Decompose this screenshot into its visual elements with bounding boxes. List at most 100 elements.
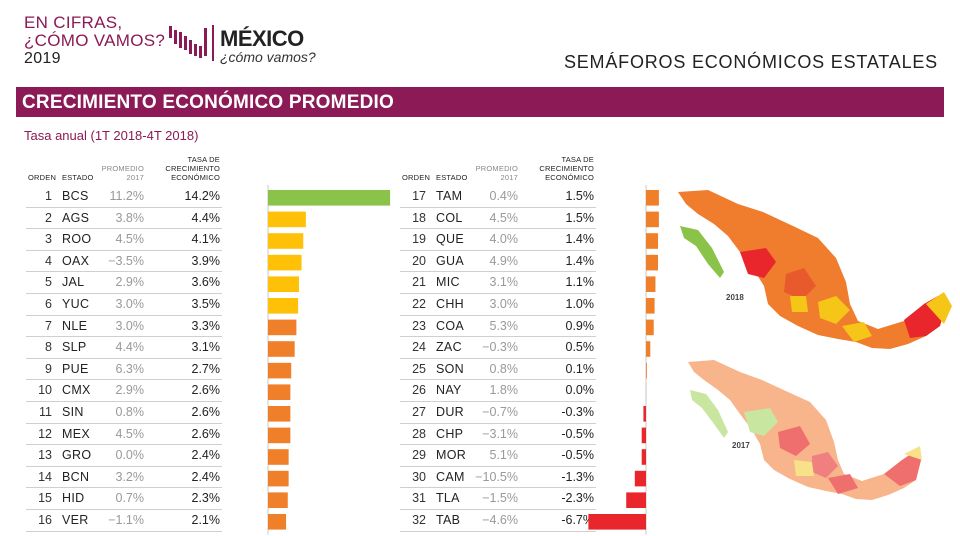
promedio-2017-cell: 4.5% — [115, 232, 145, 247]
rank-cell: 12 — [38, 426, 52, 441]
bar-ver — [268, 514, 287, 530]
bar-dur — [643, 406, 646, 422]
chart-subtitle: Tasa anual (1T 2018-4T 2018) — [24, 128, 199, 143]
bar-oax — [268, 254, 302, 271]
growth-rate-cell: 0.1% — [565, 361, 595, 376]
growth-rate-cell: -0.5% — [561, 448, 594, 463]
rank-cell: 2 — [45, 210, 52, 225]
header-state: ESTADO — [62, 173, 94, 182]
promedio-2017-cell: 0.8% — [489, 361, 519, 376]
state-cell: CHH — [436, 296, 464, 311]
promedio-2017-cell: 3.1% — [489, 275, 519, 290]
growth-rate-cell: 3.5% — [191, 296, 221, 311]
growth-rate-cell: 2.6% — [191, 383, 221, 398]
table-row: 28 CHP −3.1% -0.5% — [400, 424, 596, 446]
header-tasa: TASA DE CRECIMIENTO ECONÓMICO — [165, 155, 220, 182]
rank-cell: 23 — [412, 318, 426, 333]
state-cell: TAB — [436, 512, 461, 527]
rank-cell: 9 — [45, 361, 52, 376]
promedio-2017-cell: 3.8% — [115, 210, 145, 225]
promedio-2017-cell: 4.5% — [489, 210, 519, 225]
promedio-2017-cell: 3.2% — [115, 469, 145, 484]
rank-cell: 3 — [45, 232, 52, 247]
header-tasa-l2: CRECIMIENTO — [165, 164, 220, 173]
promedio-2017-cell: −0.3% — [482, 340, 518, 355]
state-cell: SLP — [62, 340, 87, 355]
growth-rate-cell: 3.6% — [191, 275, 221, 290]
state-cell: MOR — [436, 448, 467, 463]
rank-cell: 22 — [412, 296, 426, 311]
table-row: 18 COL 4.5% 1.5% — [400, 208, 596, 230]
bar-hid — [268, 492, 288, 508]
table-row: 10 CMX 2.9% 2.6% — [26, 380, 222, 402]
state-cell: SON — [436, 361, 464, 376]
state-cell: BCS — [62, 189, 89, 203]
bar-slp — [268, 341, 295, 357]
bar-tla — [626, 492, 646, 508]
ranking-table-left: ORDEN ESTADO PROMEDIO 2017 TASA DE CRECI… — [26, 146, 222, 532]
bar-cmx — [268, 384, 291, 400]
bar-gro — [268, 449, 289, 465]
growth-rate-cell: 1.5% — [565, 210, 595, 225]
table-row: 4 OAX −3.5% 3.9% — [26, 251, 222, 273]
promedio-2017-cell: −1.5% — [482, 491, 518, 506]
growth-rate-cell: 2.4% — [191, 448, 221, 463]
bar-cam — [634, 470, 646, 487]
state-cell: MEX — [62, 426, 90, 441]
map-2018-label: 2018 — [726, 293, 744, 302]
state-cell: TAM — [436, 189, 463, 203]
state-cell: AGS — [62, 210, 90, 225]
table-row: 26 NAY 1.8% 0.0% — [400, 380, 596, 402]
bar-gua — [646, 254, 659, 271]
rank-cell: 18 — [412, 210, 426, 225]
rank-cell: 26 — [412, 383, 426, 398]
promedio-2017-cell: 1.8% — [489, 383, 519, 398]
rank-cell: 32 — [412, 512, 426, 527]
table-row: 32 TAB −4.6% -6.7% — [400, 510, 596, 532]
growth-rate-cell: 2.1% — [191, 512, 221, 527]
table-row: 13 GRO 0.0% 2.4% — [26, 445, 222, 467]
state-cell: NLE — [62, 318, 88, 333]
brand-line-1: EN CIFRAS, — [24, 13, 123, 32]
header-promedio-l1: PROMEDIO — [475, 164, 518, 173]
logo-separator — [212, 25, 214, 61]
growth-rate-cell: 1.4% — [565, 232, 595, 247]
bar-que — [646, 233, 659, 249]
bar-bcs — [268, 190, 391, 206]
bar-yuc — [268, 298, 299, 314]
table-row: 9 PUE 6.3% 2.7% — [26, 359, 222, 381]
rank-cell: 20 — [412, 253, 426, 268]
table-row: 24 ZAC −0.3% 0.5% — [400, 337, 596, 359]
header-state: ESTADO — [436, 173, 468, 182]
header-promedio: PROMEDIO 2017 — [476, 164, 518, 182]
bar-chh — [646, 298, 655, 314]
state-cell: CAM — [436, 469, 465, 484]
rank-cell: 29 — [412, 448, 426, 463]
bar-sin — [268, 406, 291, 422]
rank-cell: 1 — [45, 189, 52, 203]
bar-mor — [641, 449, 646, 465]
growth-rate-cell: 2.4% — [191, 469, 221, 484]
rank-cell: 16 — [38, 512, 52, 527]
promedio-2017-cell: 3.0% — [115, 296, 145, 311]
bar-tab — [588, 514, 646, 530]
state-cell: ROO — [62, 232, 92, 247]
state-cell: GRO — [62, 448, 92, 463]
bar-tam — [646, 190, 659, 206]
rank-cell: 11 — [39, 404, 52, 419]
state-cell: QUE — [436, 232, 464, 247]
brand-block: EN CIFRAS, ¿CÓMO VAMOS? 2019 — [24, 14, 165, 68]
promedio-2017-cell: 3.0% — [115, 318, 145, 333]
rank-cell: 17 — [412, 189, 426, 203]
bar-nle — [268, 319, 297, 336]
state-cell: SIN — [62, 404, 84, 419]
table-row: 3 ROO 4.5% 4.1% — [26, 229, 222, 251]
bar-jal — [268, 276, 299, 292]
state-cell: TLA — [436, 491, 460, 506]
promedio-2017-cell: 4.9% — [489, 253, 519, 268]
rank-cell: 25 — [412, 361, 426, 376]
header-promedio-l2: 2017 — [500, 173, 518, 182]
header-promedio-l2: 2017 — [126, 173, 144, 182]
promedio-2017-cell: 5.3% — [489, 318, 519, 333]
